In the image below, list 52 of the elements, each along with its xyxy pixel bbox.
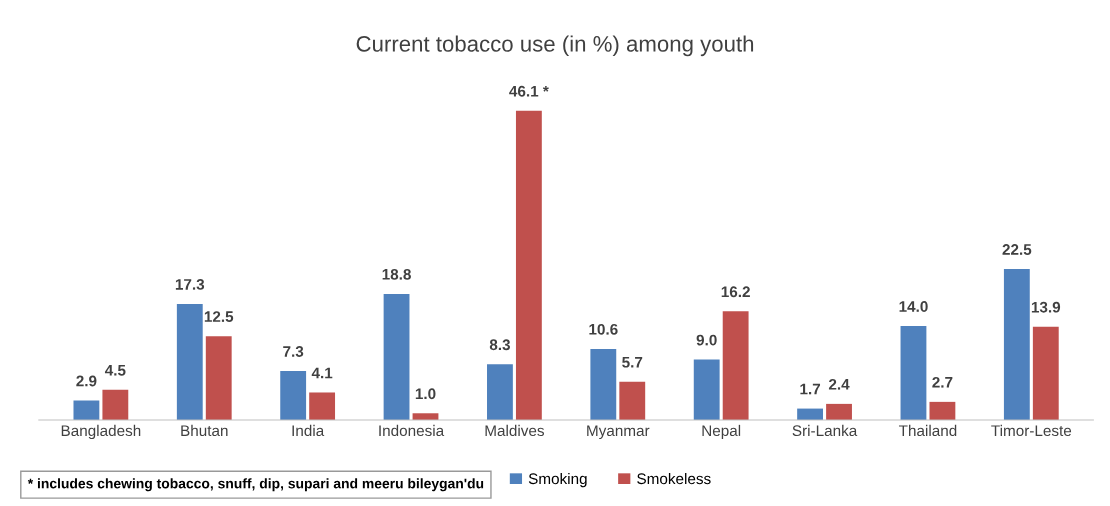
x-tick-label: India [292, 424, 325, 437]
bar [1003, 269, 1030, 420]
data-label: 18.8 [382, 268, 411, 280]
data-label: 9.0 [696, 334, 717, 346]
bar [693, 359, 720, 420]
data-label: 10.6 [589, 323, 618, 335]
bar [515, 110, 542, 420]
bar [102, 389, 129, 420]
x-tick-label: Bangladesh [61, 424, 141, 440]
bar [826, 403, 852, 420]
legend-label: Smoking [528, 472, 587, 488]
bar [722, 311, 749, 420]
data-label: 22.5 [1002, 244, 1032, 255]
x-tick-label: Sri-Lanka [792, 424, 858, 437]
data-label: 14.0 [899, 301, 928, 312]
legend-label: Smokeless [637, 472, 711, 485]
data-label: 4.1 [311, 367, 333, 379]
bar [73, 400, 100, 420]
data-label: 2.7 [932, 376, 953, 388]
bar [176, 303, 203, 420]
bar [383, 293, 410, 420]
bar [309, 392, 336, 420]
data-label: 4.5 [104, 365, 126, 376]
x-tick-label: Nepal [702, 424, 741, 440]
bar [929, 401, 956, 420]
x-tick-label: Indonesia [379, 424, 445, 437]
x-tick-label: Myanmar [587, 425, 650, 440]
data-label: 12.5 [204, 311, 234, 322]
bar [1032, 326, 1059, 420]
data-label: 2.9 [76, 375, 97, 387]
x-tick-label: Maldives [485, 424, 544, 437]
data-label: 7.3 [283, 346, 304, 357]
bar [487, 364, 513, 420]
bar [205, 336, 232, 420]
bar [280, 371, 307, 420]
x-tick-label: Timor-Leste [991, 424, 1072, 437]
text: * includes chewing tobacco, snuff, dip, supari and meeru bileygan'du [27, 478, 484, 492]
bar [590, 348, 617, 420]
data-label: 17.3 [175, 278, 205, 290]
bar [619, 381, 646, 420]
data-label: 5.7 [622, 356, 643, 368]
data-label: 2.4 [828, 378, 850, 390]
data-label: 1.7 [800, 383, 821, 395]
bar [900, 326, 927, 420]
data-label: 16.2 [721, 286, 750, 298]
data-label: 46.1 * [509, 85, 549, 97]
data-label: 1.0 [415, 388, 436, 400]
data-label: 8.3 [489, 339, 510, 351]
chart-title: Current tobacco use (in %) among youth [356, 35, 754, 57]
data-label: 13.9 [1031, 301, 1061, 313]
x-tick-label: Thailand [898, 424, 957, 437]
x-tick-label: Bhutan [181, 424, 228, 437]
